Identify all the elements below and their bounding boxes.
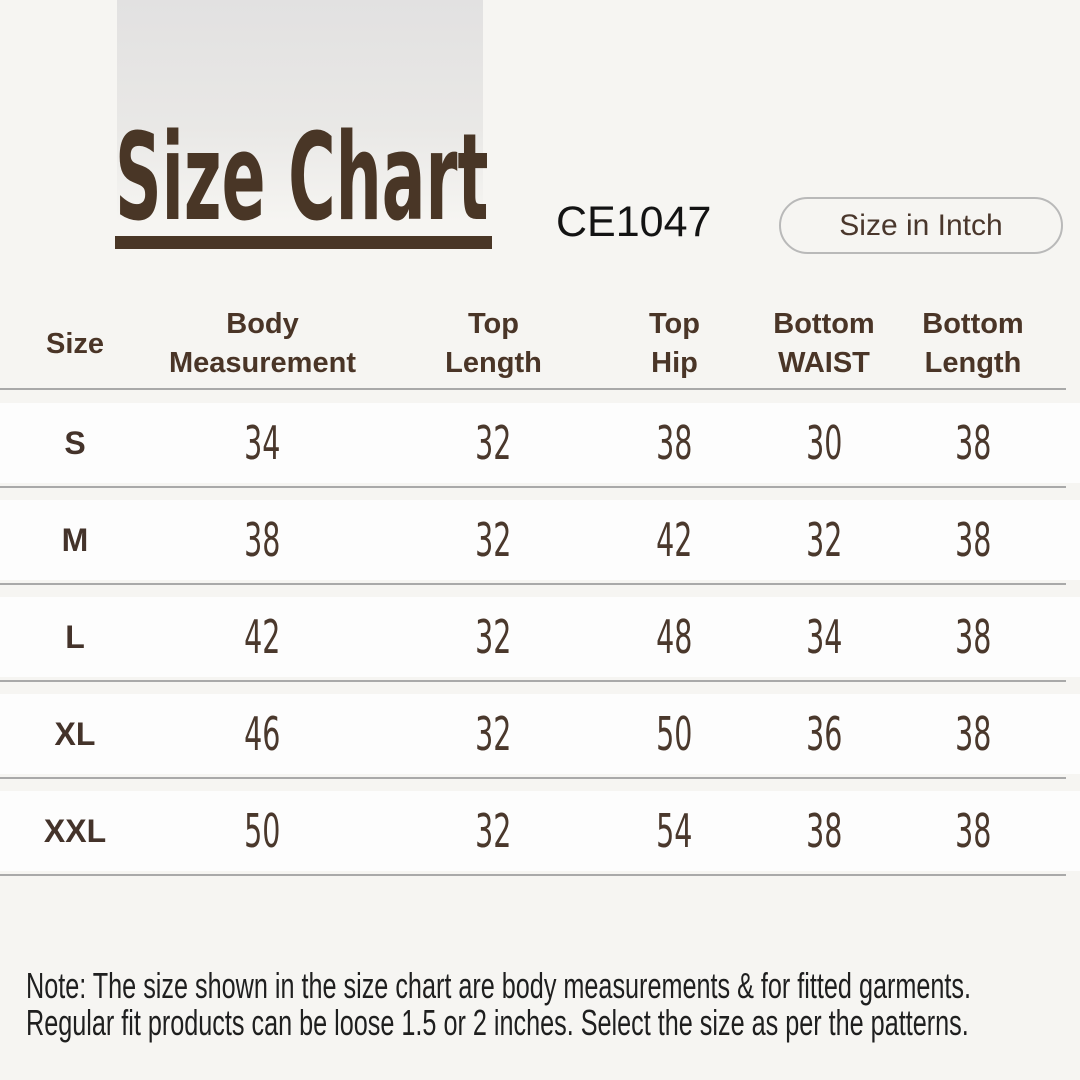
top-hip-value: 42 [656,513,693,567]
column-header-top-hip: Top Hip [649,308,700,379]
bottom-length-value: 38 [954,610,992,664]
size-label: S [64,424,86,461]
size-unit-badge: Size in Intch [779,197,1063,254]
bottom-length-value: 38 [954,707,992,761]
table-header-row: Size Body Measurement Top Length Top Hip… [0,298,1035,390]
top-hip-value: 54 [656,804,693,858]
top-length-value: 32 [475,707,512,761]
column-header-body-measurement: Body Measurement [169,308,356,379]
bottom-waist-value: 38 [805,804,843,858]
column-header-size: Size [45,327,105,360]
size-label: XXL [43,812,107,849]
top-length-value: 32 [475,610,512,664]
size-label: M [61,521,89,558]
top-hip-value: 48 [656,610,693,664]
bottom-waist-value: 32 [805,513,843,567]
size-unit-badge-label: Size in Intch [839,208,1003,242]
table-row-xxl: XXL 50 32 54 38 38 [0,791,1080,871]
top-length-value: 32 [475,513,512,567]
note-line-1: Note: The size shown in the size chart a… [26,965,971,1006]
body-measurement-value: 42 [244,610,281,664]
body-measurement-value: 50 [244,804,281,858]
table-row-s: S 34 32 38 30 38 [0,403,1080,483]
title-highlight-band [117,0,483,232]
separator-line [0,583,1066,585]
top-hip-value: 38 [656,416,693,470]
note-line-2: Regular fit products can be loose 1.5 or… [26,1002,969,1043]
column-header-bottom-waist: Bottom WAIST [773,308,875,379]
size-label: L [65,618,85,655]
top-hip-value: 50 [656,707,693,761]
column-header-bottom-length: Bottom Length [922,308,1024,379]
separator-line [0,777,1066,779]
page-title: Size Chart [115,109,489,248]
bottom-length-value: 38 [954,804,992,858]
separator-line [0,874,1066,876]
body-measurement-value: 34 [244,416,281,470]
title-underline [115,236,492,249]
body-measurement-value: 38 [244,513,281,567]
table-row-xl: XL 46 32 50 36 38 [0,694,1080,774]
separator-line [0,388,1066,390]
product-code: CE1047 [556,198,712,246]
size-label: XL [54,715,96,752]
separator-line [0,486,1066,488]
separator-line [0,680,1066,682]
top-length-value: 32 [475,804,512,858]
bottom-waist-value: 30 [805,416,843,470]
body-measurement-value: 46 [244,707,281,761]
column-header-top-length: Top Length [445,308,542,379]
top-length-value: 32 [475,416,512,470]
table-row-m: M 38 32 42 32 38 [0,500,1080,580]
bottom-waist-value: 36 [805,707,843,761]
bottom-length-value: 38 [954,513,992,567]
bottom-waist-value: 34 [805,610,843,664]
table-row-l: L 42 32 48 34 38 [0,597,1080,677]
bottom-length-value: 38 [954,416,992,470]
